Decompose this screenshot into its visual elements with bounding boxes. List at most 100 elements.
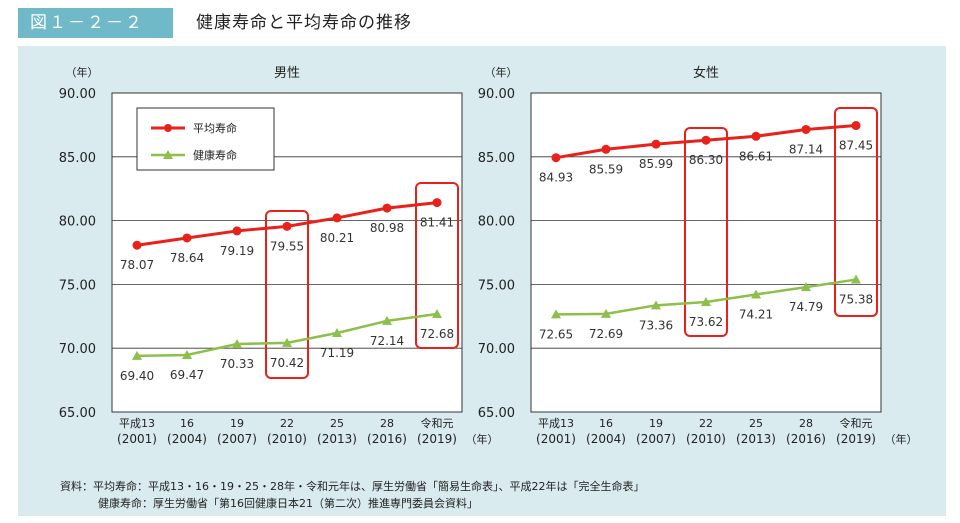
figure-title: 健康寿命と平均寿命の推移 xyxy=(196,13,412,33)
figure-header: 図１－２－２ 健康寿命と平均寿命の推移 xyxy=(0,0,960,46)
female-data-label: 73.62 xyxy=(689,315,723,329)
female-xtick-label: 25 xyxy=(749,417,763,430)
female-ytick-label: 65.00 xyxy=(478,406,515,421)
female-xlabel: （年） xyxy=(885,432,918,446)
male-xtick-label: 25 xyxy=(330,417,344,430)
male-data-label: 79.55 xyxy=(270,239,304,253)
female-data-label: 87.14 xyxy=(789,142,823,156)
male-life-point xyxy=(132,240,142,250)
male-ytick-label: 70.00 xyxy=(59,342,96,357)
male-xtick-label: 令和元 xyxy=(421,416,454,430)
female-title: 女性 xyxy=(693,65,719,81)
female-healthy-point xyxy=(601,308,611,318)
female-data-label: 86.30 xyxy=(689,153,723,167)
male-data-label: 72.68 xyxy=(420,327,454,341)
source-line-2: 健康寿命：厚生労働省「第16回健康日本21（第二次）推進専門委員会資料」 xyxy=(98,497,478,510)
male-highlight-box xyxy=(415,182,459,349)
male-ylabel: （年） xyxy=(66,65,99,79)
male-legend-label: 平均寿命 xyxy=(193,121,237,135)
male-data-label: 70.33 xyxy=(220,357,254,371)
female-healthy-point xyxy=(651,300,661,310)
female-xtick-year: (2016) xyxy=(786,432,826,446)
male-xlabel: （年） xyxy=(466,432,499,446)
male-xtick-year: (2013) xyxy=(317,432,357,446)
male-xtick-year: (2019) xyxy=(417,432,457,446)
male-data-label: 69.40 xyxy=(120,369,154,383)
male-ytick-label: 80.00 xyxy=(59,215,96,230)
female-healthy-point xyxy=(801,282,811,292)
female-healthy-point xyxy=(551,309,561,319)
female-xtick-label: 28 xyxy=(799,417,813,430)
female-xtick-label: 平成13 xyxy=(538,417,574,430)
female-data-label: 74.79 xyxy=(789,300,823,314)
male-title: 男性 xyxy=(274,66,300,81)
female-life-point xyxy=(751,131,761,141)
male-xtick-year: (2007) xyxy=(217,432,257,446)
male-xtick-label: 28 xyxy=(380,417,394,430)
female-healthy-point xyxy=(851,274,861,284)
source-line-1: 資料：平均寿命：平成13・16・19・25・28年・令和元年は、厚生労働省「簡易… xyxy=(60,480,645,493)
male-ytick-label: 65.00 xyxy=(59,406,96,421)
male-life-point xyxy=(282,221,292,231)
male-healthy-point xyxy=(382,315,392,325)
male-healthy-point xyxy=(332,328,342,338)
female-xtick-year: (2010) xyxy=(686,432,726,446)
male-legend-swatch-marker xyxy=(163,150,173,159)
female-data-label: 87.45 xyxy=(839,139,873,153)
male-data-label: 79.19 xyxy=(220,244,254,258)
male-legend-swatch-marker xyxy=(164,124,172,132)
female-healthy-point xyxy=(751,289,761,299)
female-xtick-label: 令和元 xyxy=(840,416,873,430)
female-ylabel: （年） xyxy=(485,65,518,79)
female-xtick-label: 22 xyxy=(699,417,713,430)
male-legend-label: 健康寿命 xyxy=(193,148,237,162)
female-data-label: 74.21 xyxy=(739,307,773,321)
male-xtick-year: (2016) xyxy=(367,432,407,446)
male-data-label: 78.64 xyxy=(170,251,204,265)
female-highlight-box xyxy=(834,107,878,317)
female-ytick-label: 70.00 xyxy=(478,342,515,357)
male-data-label: 81.41 xyxy=(420,216,454,230)
female-plot-area xyxy=(530,92,882,413)
female-data-label: 84.93 xyxy=(539,171,573,185)
female-ytick-label: 80.00 xyxy=(478,215,515,230)
male-xtick-year: (2010) xyxy=(267,432,307,446)
male-life-point xyxy=(382,203,392,213)
female-data-label: 72.65 xyxy=(539,327,573,341)
male-highlight-box xyxy=(265,210,309,379)
male-data-label: 78.07 xyxy=(120,258,154,272)
female-xtick-year: (2019) xyxy=(836,432,876,446)
male-healthy-point xyxy=(432,309,442,319)
male-xtick-year: (2004) xyxy=(167,432,207,446)
female-ytick-label: 85.00 xyxy=(478,151,515,166)
female-data-label: 86.61 xyxy=(739,149,773,163)
female-xtick-year: (2013) xyxy=(736,432,776,446)
male-xtick-label: 16 xyxy=(180,417,194,430)
male-healthy-point xyxy=(132,350,142,360)
female-life-point xyxy=(801,124,811,134)
male-healthy-point xyxy=(182,349,192,359)
male-ytick-label: 85.00 xyxy=(59,151,96,166)
female-life-point xyxy=(551,153,561,163)
male-healthy-point xyxy=(232,338,242,348)
figure-number: 図１－２－２ xyxy=(18,8,173,38)
male-life-point xyxy=(182,233,192,243)
male-xtick-year: (2001) xyxy=(117,432,157,446)
male-data-label: 70.42 xyxy=(270,356,304,370)
female-xtick-year: (2004) xyxy=(586,432,626,446)
male-life-point xyxy=(332,213,342,223)
male-healthy-point xyxy=(282,337,292,347)
female-xtick-year: (2001) xyxy=(536,432,576,446)
male-data-label: 80.21 xyxy=(320,231,354,245)
female-xtick-year: (2007) xyxy=(636,432,676,446)
female-life-point xyxy=(701,135,711,145)
female-data-label: 72.69 xyxy=(589,327,623,341)
male-data-label: 80.98 xyxy=(370,221,404,235)
female-highlight-box xyxy=(684,127,728,337)
female-data-label: 73.36 xyxy=(639,318,673,332)
female-data-label: 85.99 xyxy=(639,157,673,171)
female-life-point xyxy=(651,139,661,149)
female-data-label: 75.38 xyxy=(839,293,873,307)
